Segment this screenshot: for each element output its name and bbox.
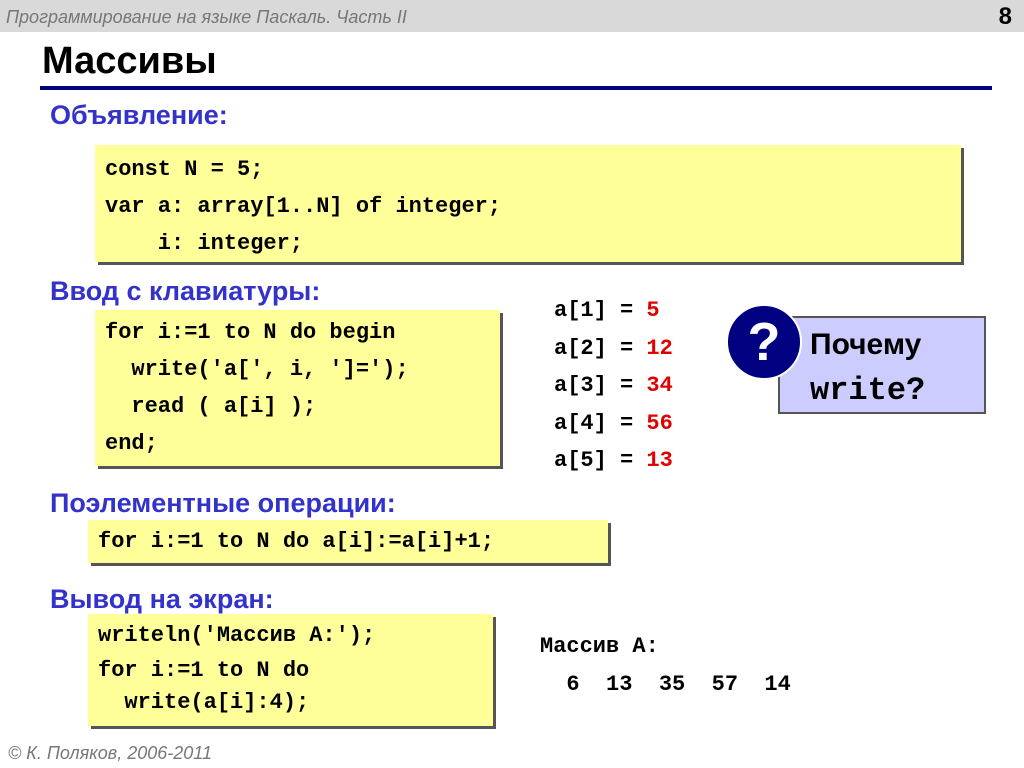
heading-declare: Объявление:	[50, 100, 228, 130]
title-rule	[40, 86, 992, 90]
row-label: a[1] =	[554, 298, 647, 323]
code-line: read ( a[i] );	[105, 394, 317, 419]
output-example-line1: Массив A:	[540, 634, 659, 659]
row-value: 13	[646, 448, 673, 473]
header-bar: Программирование на языке Паскаль. Часть…	[0, 0, 1024, 32]
input-row: a[3] = 34	[554, 367, 673, 405]
row-label: a[3] =	[554, 373, 647, 398]
row-label: a[4] =	[554, 410, 647, 436]
footer: © К. Поляков, 2006-2011	[8, 743, 212, 763]
code-line: write('a[', i, ']=');	[105, 357, 409, 382]
code-line: write(a[i]:4);	[98, 690, 310, 715]
output-example-line2: 6 13 35 57 14	[540, 672, 791, 697]
question-callout: Почему write?	[778, 316, 986, 414]
code-line: const N = 5;	[105, 157, 264, 182]
page-number: 8	[998, 3, 1012, 30]
code-line: end;	[105, 431, 158, 456]
question-icon: ?	[726, 304, 802, 380]
row-label: a[5] =	[554, 448, 647, 473]
row-value: 5	[646, 298, 660, 323]
input-row: a[1] = 5	[554, 292, 673, 330]
heading-elementwise: Поэлементные операции:	[50, 488, 396, 518]
input-example: a[1] = 5 a[2] = 12 a[3] = 34 a[4] = 56 a[5] …	[554, 292, 673, 480]
input-row: a[5] = 13	[554, 442, 673, 480]
code-declare: const N = 5; var a: array[1..N] of intege…	[95, 145, 961, 262]
question-line2: write?	[810, 372, 926, 409]
heading-input: Ввод с клавиатуры:	[50, 276, 321, 306]
input-row: a[2] = 12	[554, 330, 673, 368]
code-line: for i:=1 to N do a[i]:=a[i]+1;	[98, 529, 495, 554]
heading-output: Вывод на экран:	[50, 584, 274, 614]
code-line: i: integer;	[105, 231, 304, 256]
code-line: writeln('Массив A:');	[98, 623, 376, 648]
code-output: writeln('Массив A:'); for i:=1 to N do wr…	[88, 614, 493, 726]
row-value: 34	[646, 373, 673, 398]
row-label: a[2] =	[554, 335, 647, 361]
code-input: for i:=1 to N do begin write('a[', i, ']…	[95, 310, 500, 466]
code-line: var a: array[1..N] of integer;	[105, 194, 502, 219]
code-line: for i:=1 to N do	[98, 658, 310, 683]
question-line1: Почему	[810, 328, 922, 361]
code-elementwise: for i:=1 to N do a[i]:=a[i]+1;	[88, 520, 608, 563]
slide-title: Массивы	[42, 40, 217, 82]
course-title: Программирование на языке Паскаль. Часть…	[6, 7, 407, 27]
row-value: 12	[646, 335, 673, 361]
input-row: a[4] = 56	[554, 405, 673, 443]
row-value: 56	[646, 410, 673, 436]
code-line: for i:=1 to N do begin	[105, 320, 396, 345]
